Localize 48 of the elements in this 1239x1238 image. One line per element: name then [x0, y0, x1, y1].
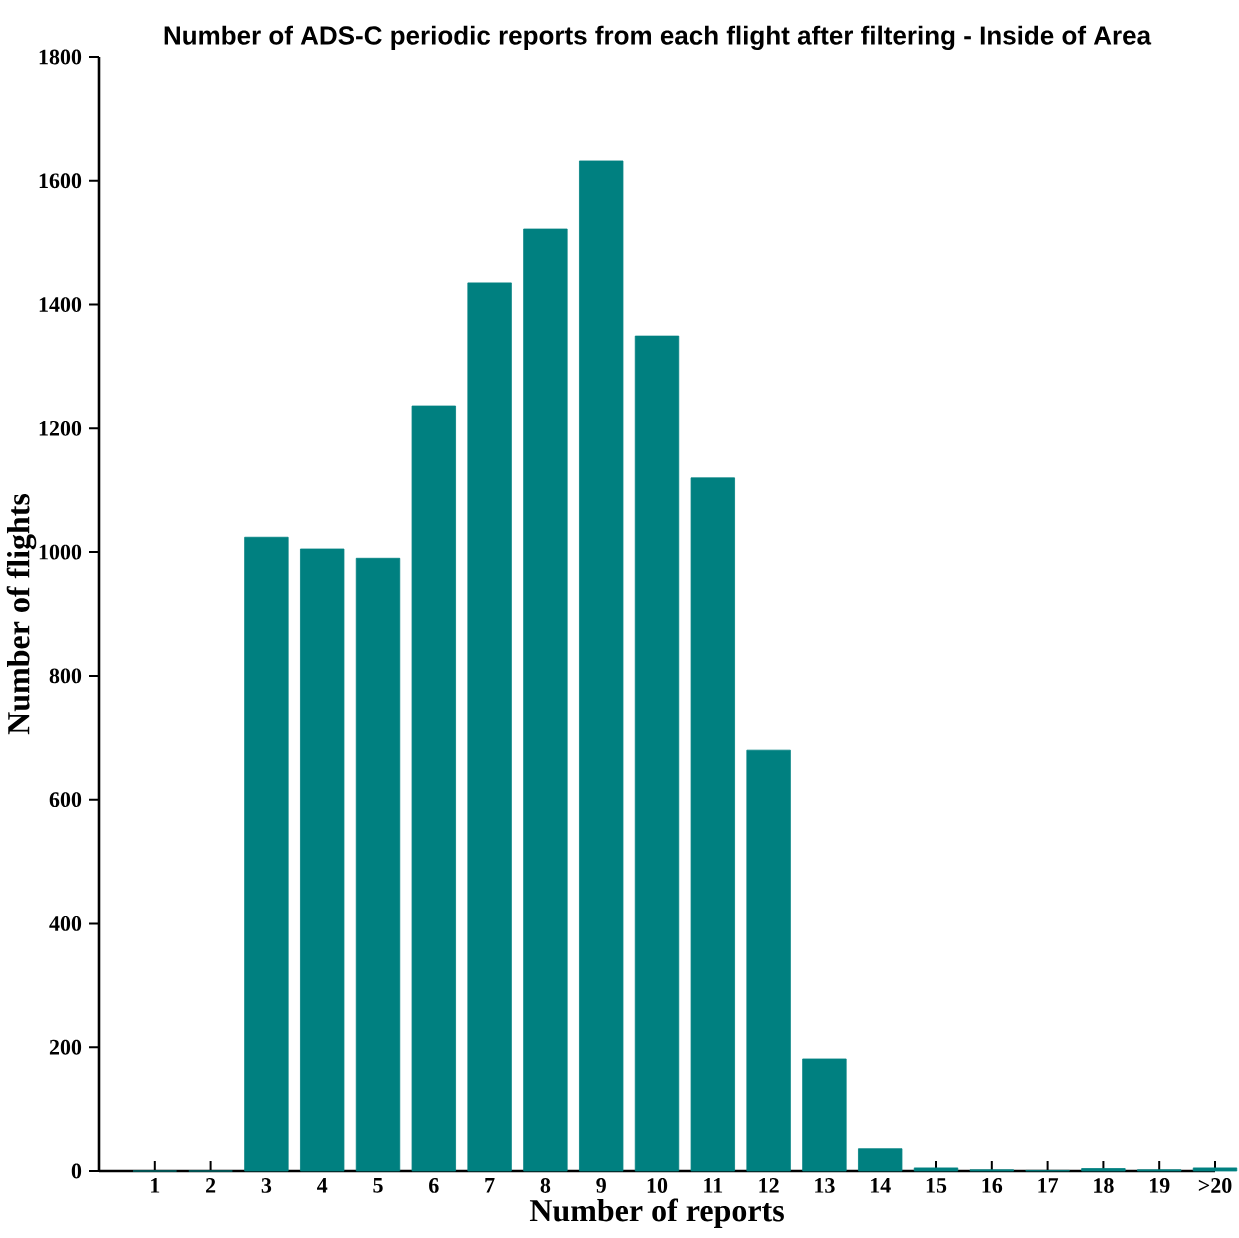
bar [579, 160, 624, 1172]
x-tick-label: 15 [926, 1178, 947, 1193]
x-tick-label: 8 [540, 1178, 551, 1193]
bar [858, 1148, 903, 1172]
y-tick-label: 1200 [39, 420, 82, 436]
x-tick-label: 3 [261, 1178, 272, 1193]
bar [634, 335, 680, 1172]
y-tick-label: 1400 [39, 297, 82, 312]
x-tick-label: 13 [815, 1178, 835, 1193]
bar [913, 1167, 959, 1172]
x-tick-label: 10 [647, 1178, 668, 1193]
x-axis-title: Number of reports [529, 1198, 784, 1228]
bar [690, 477, 735, 1172]
x-tick-label: 9 [596, 1178, 606, 1193]
bar [746, 749, 791, 1172]
x-tick-label: 2 [206, 1178, 216, 1193]
x-tick-label: 18 [1094, 1178, 1114, 1193]
y-axis-title: Number of flights [6, 493, 37, 735]
x-tick-label: 5 [373, 1178, 383, 1193]
bar [1192, 1167, 1238, 1172]
x-tick-label: 1 [151, 1178, 160, 1193]
chart-title: Number of ADS-C periodic reports from each flight after filtering - Inside of Area [164, 25, 1152, 50]
y-tick-label: 1800 [39, 49, 82, 65]
x-tick-label: 4 [317, 1178, 328, 1193]
x-tick-label: 16 [982, 1178, 1003, 1193]
x-tick-label: 19 [1149, 1178, 1170, 1193]
y-tick-label: 400 [49, 916, 82, 931]
y-tick-label: 1600 [39, 173, 82, 189]
bar [802, 1058, 847, 1172]
x-tick-label: 7 [485, 1178, 495, 1193]
bar [355, 557, 401, 1172]
bar [411, 405, 456, 1172]
bar [244, 536, 289, 1172]
y-tick-label: 600 [49, 792, 82, 808]
x-tick-label: 17 [1038, 1178, 1059, 1193]
y-tick-label: 200 [49, 1039, 82, 1055]
y-tick-label: 800 [49, 668, 82, 684]
bar [300, 548, 345, 1172]
y-tick-label: 1000 [39, 544, 82, 560]
bar [523, 228, 568, 1172]
x-tick-label: 6 [429, 1178, 439, 1193]
bar [467, 282, 512, 1172]
y-tick-label: 0 [71, 1163, 82, 1179]
x-tick-label: 11 [704, 1178, 723, 1193]
x-tick-label: 12 [759, 1178, 779, 1193]
bar [1081, 1168, 1126, 1172]
x-tick-label: 14 [870, 1178, 891, 1193]
x-tick-label: >20 [1198, 1178, 1232, 1193]
